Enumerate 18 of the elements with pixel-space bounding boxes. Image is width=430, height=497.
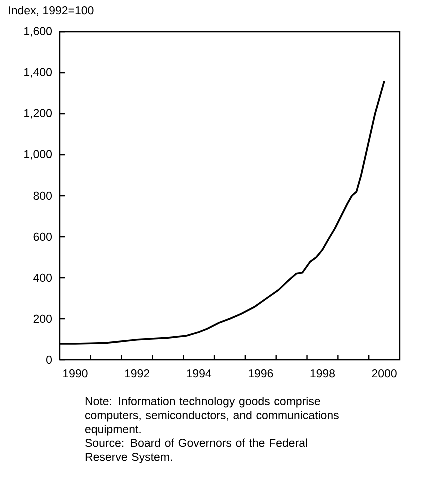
y-tick-label: 600 [34, 232, 52, 242]
y-tick-label: 800 [34, 192, 52, 200]
source-note: Source: Board of Governors of the Federal Reserve System. [86, 438, 308, 464]
y-tick-label: 200 [34, 314, 52, 324]
x-tick-label: 1992 [125, 370, 150, 378]
y-tick-label: 400 [34, 274, 52, 282]
y-tick-label: 1,400 [24, 68, 52, 78]
x-tick-label: 1994 [187, 370, 212, 378]
x-tick-label: 1996 [248, 370, 274, 378]
y-tick-label: 1,000 [24, 150, 52, 160]
x-tick-label: 1998 [310, 370, 336, 378]
y-tick-label: 1,600 [24, 27, 52, 37]
x-tick-label: 1990 [64, 370, 88, 378]
x-tick-label: 2000 [372, 370, 397, 378]
y-tick-label: 1,200 [24, 109, 52, 119]
y-tick-label: 0 [46, 356, 52, 364]
y-axis-title: Index, 1992=100 [9, 6, 94, 16]
text: Note: Information technology goods comprise computers, semiconductors, and communications equipment. [85, 397, 339, 436]
